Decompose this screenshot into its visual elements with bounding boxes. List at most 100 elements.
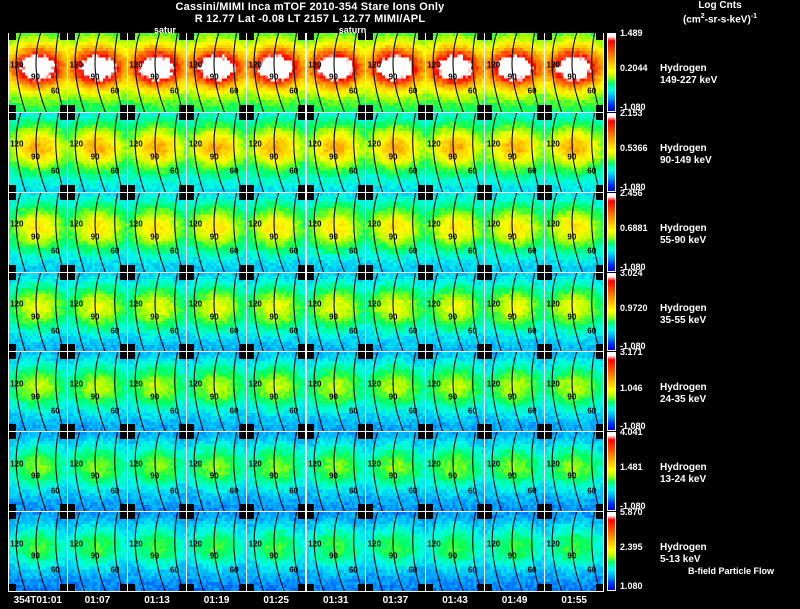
heatmap-panel[interactable]: 120 90 60: [187, 272, 246, 352]
heatmap-panel[interactable]: 120 90 60: [127, 512, 187, 591]
heatmap-panel[interactable]: 120 90 60: [127, 112, 187, 192]
heatmap-panel[interactable]: 120 90 60: [306, 512, 365, 591]
panel-corner-tick: [536, 344, 544, 352]
heatmap-panel[interactable]: 120 90 60: [68, 432, 127, 512]
contour-label: 60: [587, 486, 597, 496]
heatmap-panel[interactable]: 120 90 60: [8, 112, 67, 192]
heatmap-panel[interactable]: 120 90 60: [485, 33, 544, 112]
heatmap-panel[interactable]: 120 90 60: [68, 33, 127, 112]
heatmap-panel[interactable]: 120 90 60: [68, 512, 127, 591]
heatmap-panel[interactable]: 120 90 60: [247, 272, 306, 352]
heatmap-panel[interactable]: 120 90 60: [545, 272, 604, 352]
heatmap-panel[interactable]: 120 90 60: [425, 352, 485, 432]
heatmap-panel[interactable]: 120 90 60: [8, 432, 67, 512]
heatmap-image: [8, 33, 67, 112]
heatmap-image: [247, 112, 306, 192]
heatmap-panel[interactable]: 120 90 60: [187, 33, 246, 112]
panel-corner-tick: [119, 352, 127, 360]
heatmap-panel[interactable]: 120 90 60: [545, 512, 604, 591]
heatmap-panel[interactable]: 120 90 60: [366, 432, 425, 512]
heatmap-panel[interactable]: 120 90 60: [247, 192, 306, 272]
contour-label: 60: [408, 326, 418, 336]
heatmap-panel[interactable]: 120 90 60: [68, 192, 127, 272]
panel-corner-tick: [179, 192, 187, 200]
heatmap-panel[interactable]: 120 90 60: [545, 33, 604, 112]
contour-label: 120: [248, 139, 262, 149]
heatmap-panel[interactable]: 120 90 60: [247, 432, 306, 512]
heatmap-panel[interactable]: 120 90 60: [306, 272, 365, 352]
colorbar-min-tick: -1.080: [620, 101, 646, 112]
heatmap-panel[interactable]: 120 90 60: [68, 272, 127, 352]
contour-label: 60: [587, 565, 597, 575]
heatmap-panel[interactable]: 120 90 60: [8, 512, 67, 591]
heatmap-panel[interactable]: 120 90 60: [485, 432, 544, 512]
heatmap-panel[interactable]: 120 90 60: [306, 432, 365, 512]
contour-label: 90: [31, 232, 40, 242]
contour-label: 90: [388, 152, 398, 162]
heatmap-panel[interactable]: 120 90 60: [127, 33, 187, 112]
colorbar-mid-tick: 2.395: [620, 542, 643, 553]
heatmap-panel[interactable]: 120 90 60: [8, 33, 67, 112]
heatmap-panel[interactable]: 120 90 60: [366, 512, 425, 591]
heatmap-panel[interactable]: 120 90 60: [68, 352, 127, 432]
heatmap-panel[interactable]: 120 90 60: [127, 432, 187, 512]
heatmap-panel[interactable]: 120 90 60: [366, 352, 425, 432]
heatmap-panel[interactable]: 120 90 60: [485, 512, 544, 591]
panel-corner-tick: [357, 264, 365, 272]
heatmap-panel[interactable]: 120 90 60: [485, 352, 544, 432]
panel-corner-tick: [425, 504, 433, 512]
heatmap-panel[interactable]: 120 90 60: [127, 272, 187, 352]
heatmap-panel[interactable]: 120 90 60: [425, 512, 485, 591]
panel-corner-tick: [425, 272, 433, 280]
heatmap-panel[interactable]: 120 90 60: [247, 512, 306, 591]
heatmap-panel[interactable]: 120 90 60: [187, 192, 246, 272]
heatmap-panel[interactable]: 120 90 60: [425, 192, 485, 272]
heatmap-panel[interactable]: 120 90 60: [187, 352, 246, 432]
heatmap-panel[interactable]: 120 90 60: [306, 352, 365, 432]
panel-corner-tick: [357, 344, 365, 352]
heatmap-panel[interactable]: 120 90 60: [545, 432, 604, 512]
heatmap-panel[interactable]: 120 90 60: [187, 512, 246, 591]
heatmap-panel[interactable]: 120 90 60: [366, 112, 425, 192]
heatmap-panel[interactable]: 120 90 60: [127, 352, 187, 432]
panel-corner-tick: [298, 112, 306, 120]
heatmap-panel[interactable]: 120 90 60: [8, 272, 67, 352]
heatmap-panel[interactable]: 120 90 60: [425, 33, 485, 112]
heatmap-panel[interactable]: 120 90 60: [366, 33, 425, 112]
heatmap-panel[interactable]: 120 90 60: [8, 352, 67, 432]
heatmap-panel[interactable]: 120 90 60: [545, 352, 604, 432]
heatmap-panel[interactable]: 120 90 60: [8, 192, 67, 272]
heatmap-panel[interactable]: 120 90 60: [366, 192, 425, 272]
heatmap-panel[interactable]: 120 90 60: [306, 33, 365, 112]
heatmap-image: [366, 352, 425, 432]
heatmap-panel[interactable]: 120 90 60: [247, 352, 306, 432]
contour-label: 120: [486, 459, 501, 469]
heatmap-panel[interactable]: 120 90 60: [306, 192, 365, 272]
heatmap-panel[interactable]: 120 90 60: [187, 432, 246, 512]
colorbar-min-tick: -1.080: [620, 501, 646, 512]
contour-label: 90: [31, 551, 40, 561]
contour-label: 60: [527, 406, 537, 416]
heatmap-panel[interactable]: 120 90 60: [425, 112, 485, 192]
colorbar-min-tick: 1.080: [620, 580, 643, 591]
heatmap-panel[interactable]: 120 90 60: [68, 112, 127, 192]
heatmap-panel[interactable]: 120 90 60: [247, 112, 306, 192]
heatmap-panel[interactable]: 120 90 60: [485, 272, 544, 352]
heatmap-panel[interactable]: 120 90 60: [425, 432, 485, 512]
heatmap-image: [68, 112, 127, 192]
panel-corner-tick: [306, 184, 314, 192]
heatmap-panel[interactable]: 120 90 60: [247, 33, 306, 112]
heatmap-panel[interactable]: 120 90 60: [127, 192, 187, 272]
contour-label: 90: [150, 152, 160, 162]
heatmap-panel[interactable]: 120 90 60: [366, 272, 425, 352]
heatmap-panel[interactable]: 120 90 60: [306, 112, 365, 192]
panel-corner-tick: [596, 104, 604, 112]
heatmap-panel[interactable]: 120 90 60: [425, 272, 485, 352]
heatmap-panel[interactable]: 120 90 60: [187, 112, 246, 192]
contour-label: 60: [50, 166, 60, 176]
heatmap-panel[interactable]: 120 90 60: [485, 112, 544, 192]
heatmap-panel[interactable]: 120 90 60: [545, 192, 604, 272]
heatmap-panel[interactable]: 120 90 60: [485, 192, 544, 272]
heatmap-panel[interactable]: 120 90 60: [545, 112, 604, 192]
panel-corner-tick: [417, 192, 425, 200]
